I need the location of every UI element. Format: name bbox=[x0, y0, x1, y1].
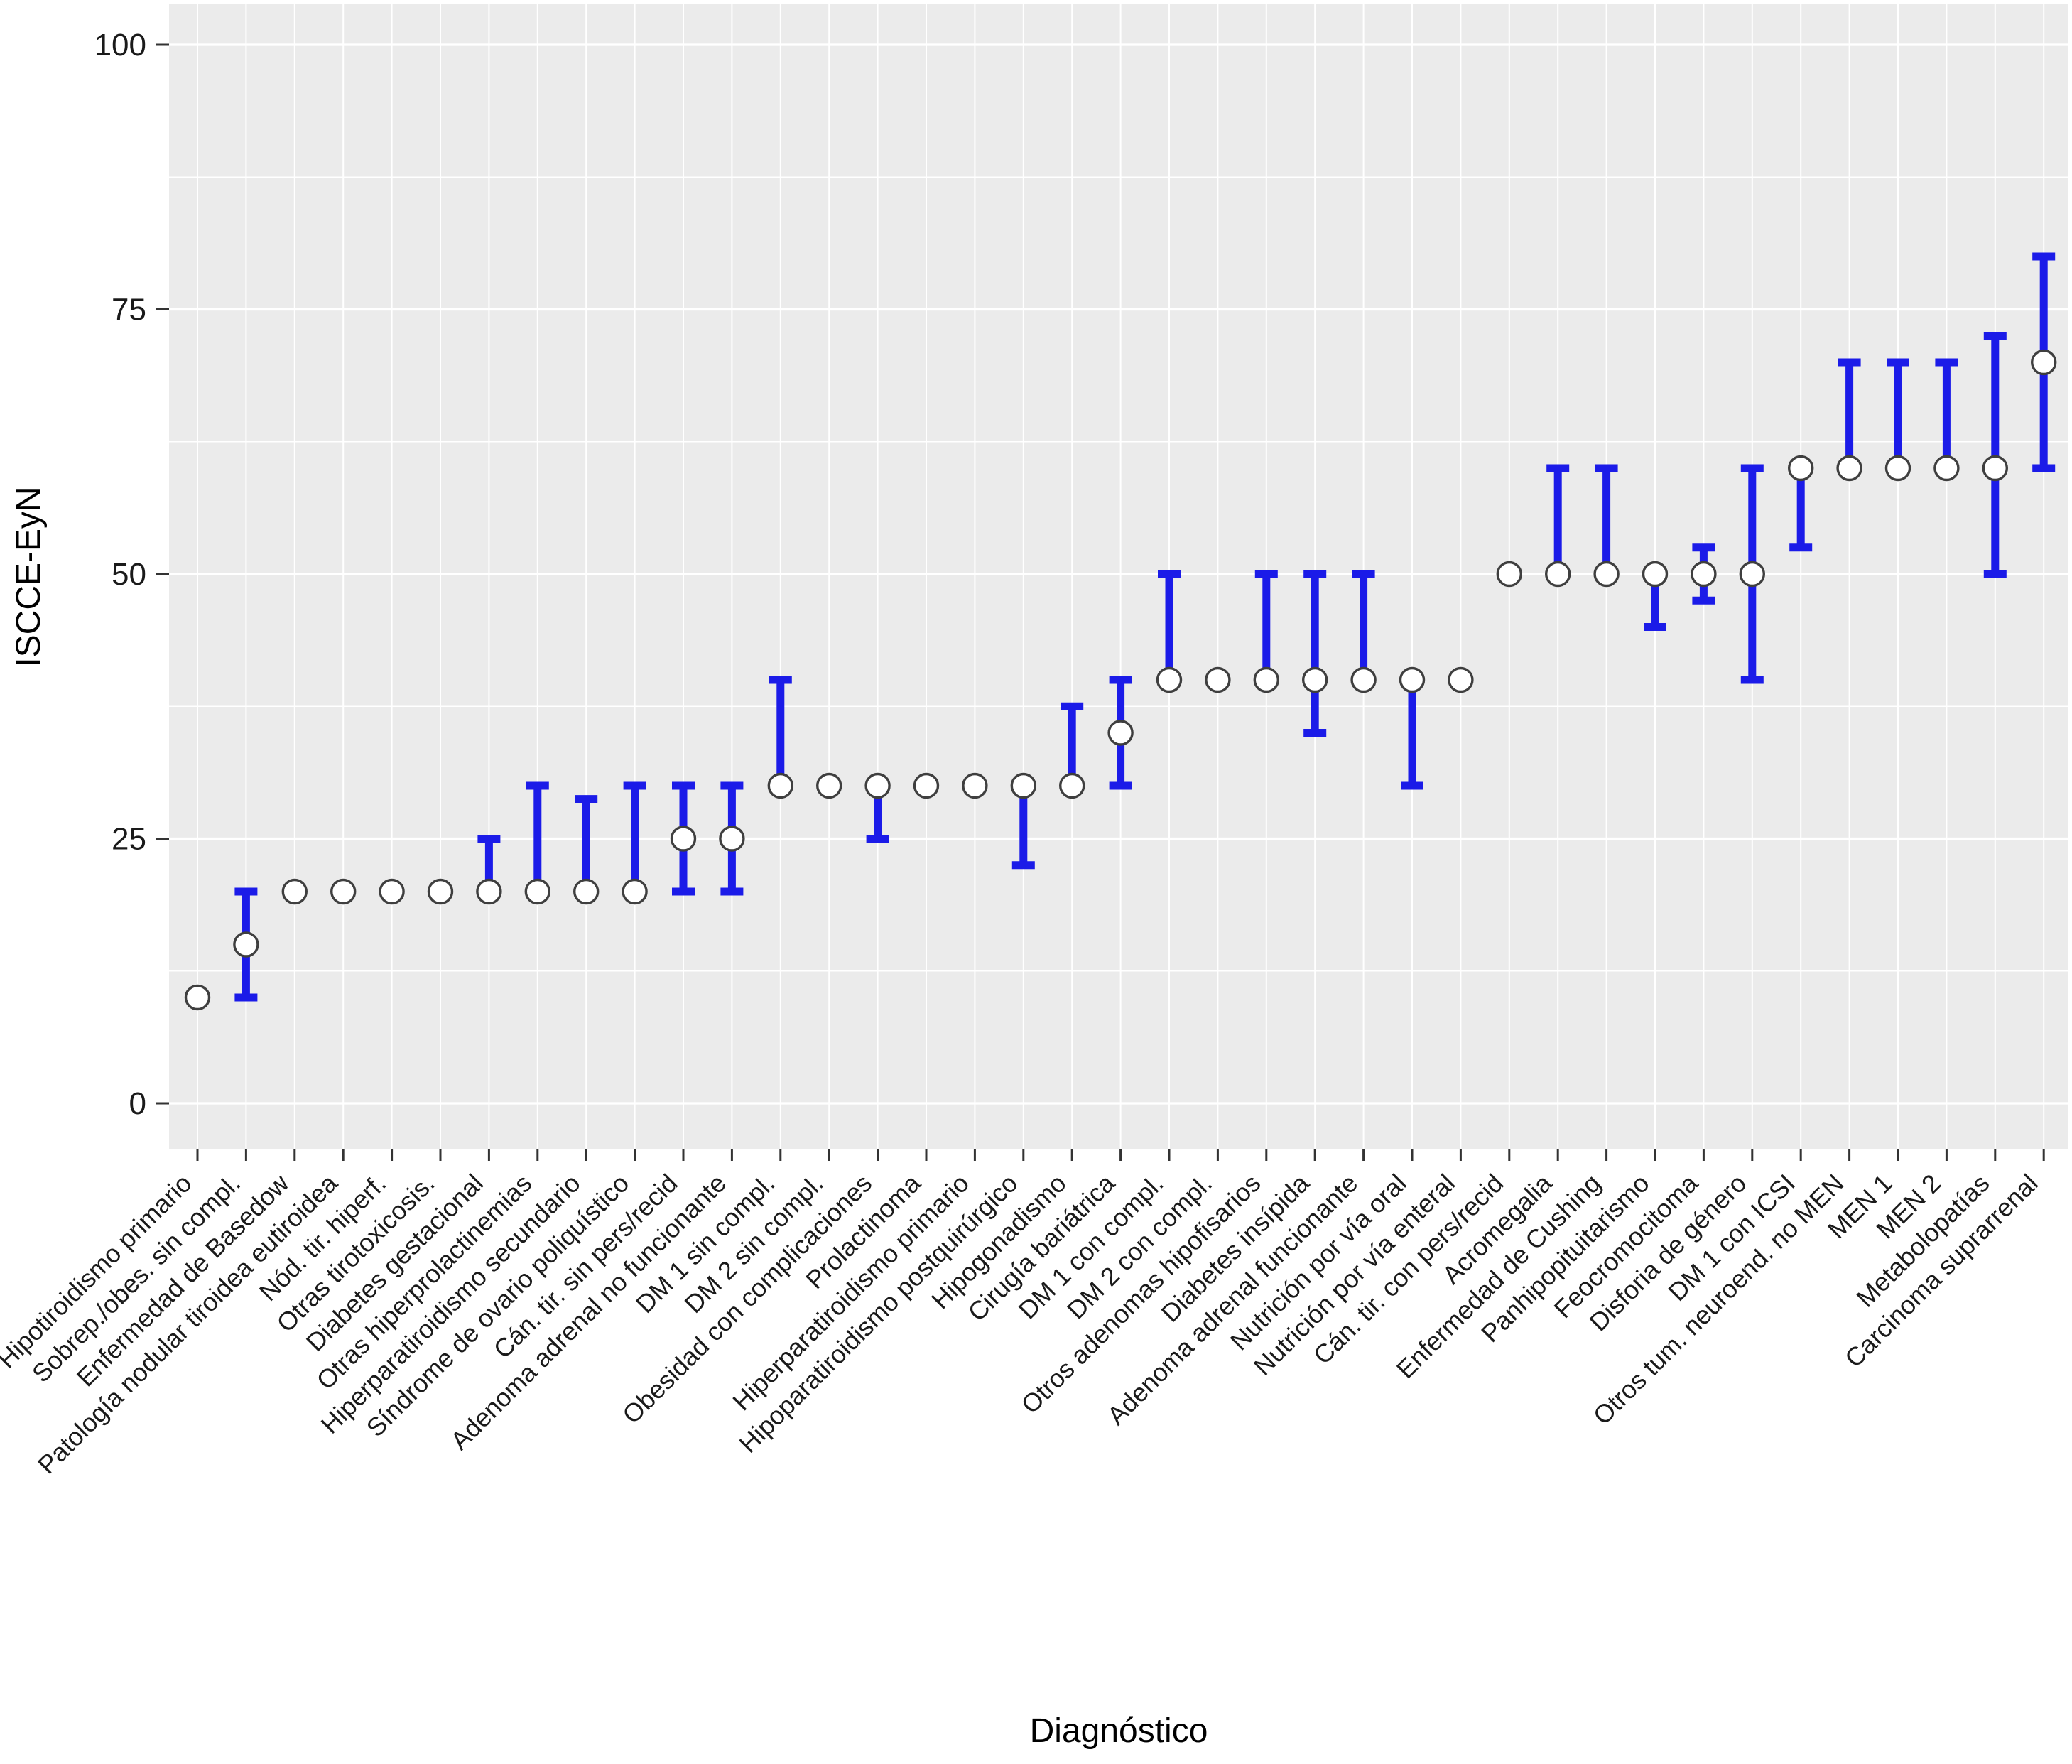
y-tick-label: 0 bbox=[129, 1086, 146, 1121]
data-point bbox=[864, 772, 891, 799]
y-tick-label: 75 bbox=[112, 293, 146, 328]
data-point bbox=[1010, 772, 1037, 799]
data-point bbox=[1593, 561, 1620, 588]
data-point bbox=[1253, 666, 1280, 693]
data-point bbox=[719, 826, 745, 852]
data-point bbox=[330, 878, 357, 905]
x-axis-title: Diagnóstico bbox=[1030, 1712, 1208, 1750]
y-tick-label: 25 bbox=[112, 822, 146, 857]
data-point bbox=[1642, 561, 1669, 588]
data-point bbox=[379, 878, 405, 905]
y-axis-title: ISCCE-EyN bbox=[10, 487, 48, 666]
data-point bbox=[1399, 666, 1426, 693]
data-point bbox=[1496, 561, 1523, 588]
data-point bbox=[1691, 561, 1717, 588]
data-point bbox=[1787, 455, 1814, 482]
data-point bbox=[1739, 561, 1766, 588]
data-point bbox=[962, 772, 988, 799]
data-point bbox=[622, 878, 648, 905]
data-point bbox=[1205, 666, 1231, 693]
data-marks bbox=[184, 252, 2057, 1011]
data-point bbox=[2030, 349, 2057, 376]
data-point bbox=[1448, 666, 1474, 693]
data-point bbox=[1350, 666, 1377, 693]
data-point bbox=[1301, 666, 1328, 693]
data-point bbox=[767, 772, 794, 799]
y-tick-label: 100 bbox=[94, 28, 146, 63]
data-point bbox=[524, 878, 550, 905]
data-point bbox=[1933, 455, 1960, 482]
data-point bbox=[233, 931, 259, 958]
data-point bbox=[1836, 455, 1862, 482]
data-point bbox=[913, 772, 940, 799]
data-point bbox=[1107, 720, 1134, 746]
data-point bbox=[184, 984, 211, 1011]
data-point bbox=[670, 826, 697, 852]
data-point bbox=[427, 878, 454, 905]
data-point bbox=[1058, 772, 1085, 799]
data-point bbox=[1544, 561, 1571, 588]
data-point bbox=[573, 878, 600, 905]
data-point bbox=[1156, 666, 1183, 693]
data-point bbox=[1982, 455, 2009, 482]
y-tick-label: 50 bbox=[112, 557, 146, 592]
data-point bbox=[281, 878, 308, 905]
data-point bbox=[815, 772, 842, 799]
plot-panel bbox=[169, 4, 2068, 1149]
data-point bbox=[1884, 455, 1911, 482]
data-point bbox=[476, 878, 502, 905]
